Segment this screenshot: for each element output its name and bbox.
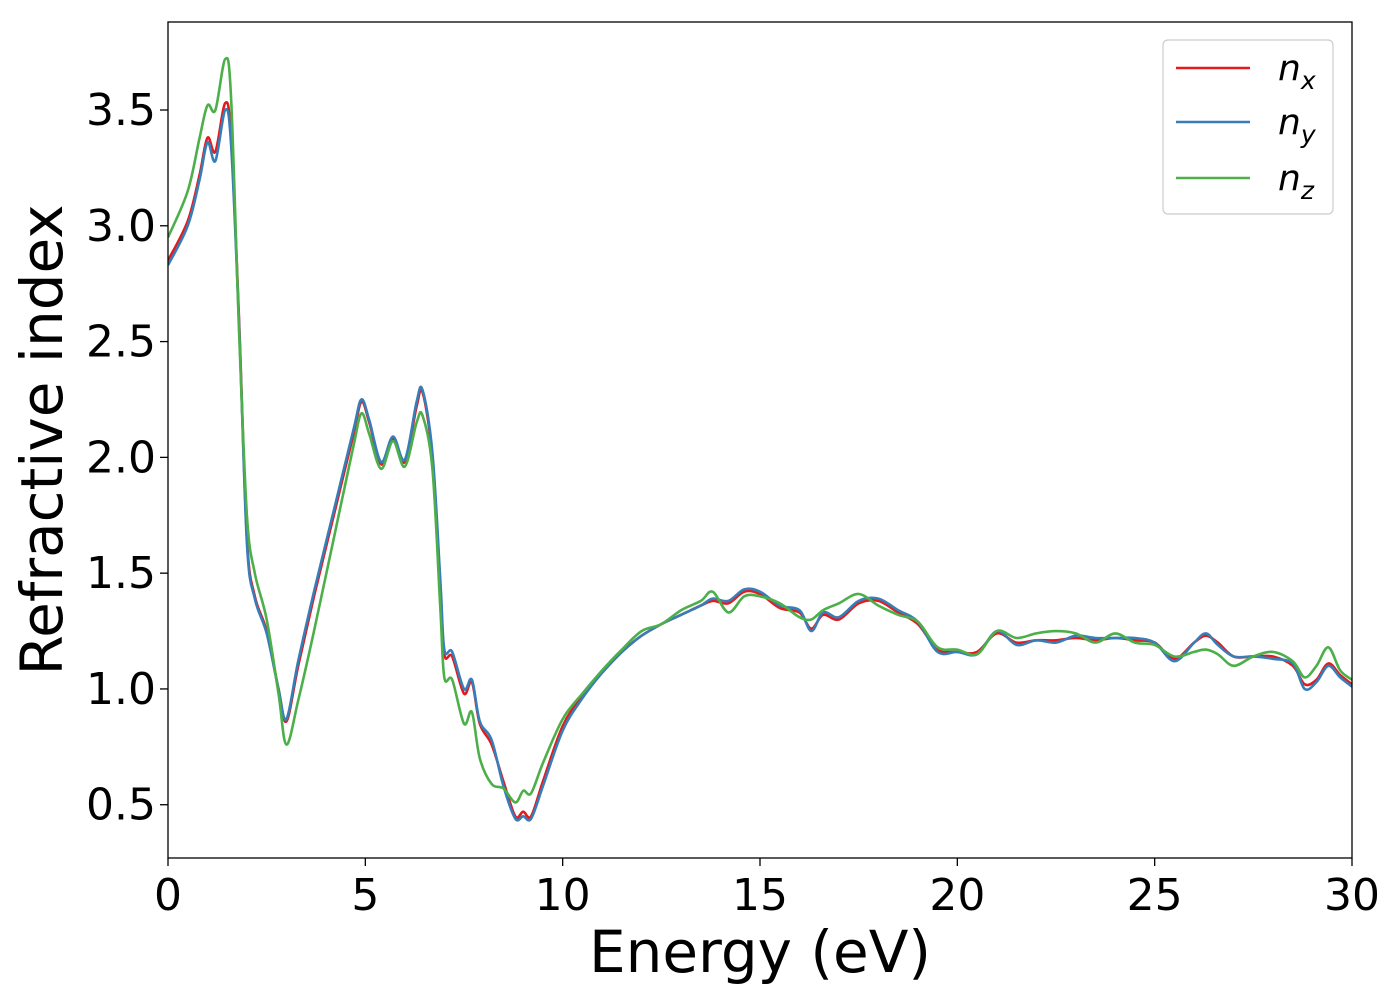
x-axis-ticks: 0 5 10 15 20 25 30 bbox=[154, 858, 1380, 921]
x-tick-label: 30 bbox=[1324, 870, 1380, 921]
x-tick-label: 25 bbox=[1127, 870, 1183, 921]
x-tick-label: 20 bbox=[929, 870, 985, 921]
x-axis-title: Energy (eV) bbox=[589, 918, 931, 986]
x-tick-label: 0 bbox=[154, 870, 182, 921]
x-tick-label: 5 bbox=[351, 870, 379, 921]
y-tick-label: 3.5 bbox=[86, 85, 156, 136]
y-tick-label: 1.0 bbox=[86, 664, 156, 715]
y-axis-ticks: 0.5 1.0 1.5 2.0 2.5 3.0 3.5 bbox=[86, 85, 168, 831]
legend-box bbox=[1162, 39, 1334, 215]
plot-area bbox=[168, 22, 1352, 858]
y-tick-label: 3.0 bbox=[86, 201, 156, 252]
x-tick-label: 10 bbox=[535, 870, 591, 921]
y-tick-label: 2.0 bbox=[86, 432, 156, 483]
series-lines bbox=[168, 56, 1352, 822]
series-line-ny bbox=[168, 107, 1352, 822]
series-line-nz bbox=[168, 56, 1352, 804]
y-axis-title: Refractive index bbox=[8, 204, 76, 675]
y-tick-label: 0.5 bbox=[86, 780, 156, 831]
x-tick-label: 15 bbox=[732, 870, 788, 921]
y-tick-label: 2.5 bbox=[86, 317, 156, 368]
y-tick-label: 1.5 bbox=[86, 548, 156, 599]
